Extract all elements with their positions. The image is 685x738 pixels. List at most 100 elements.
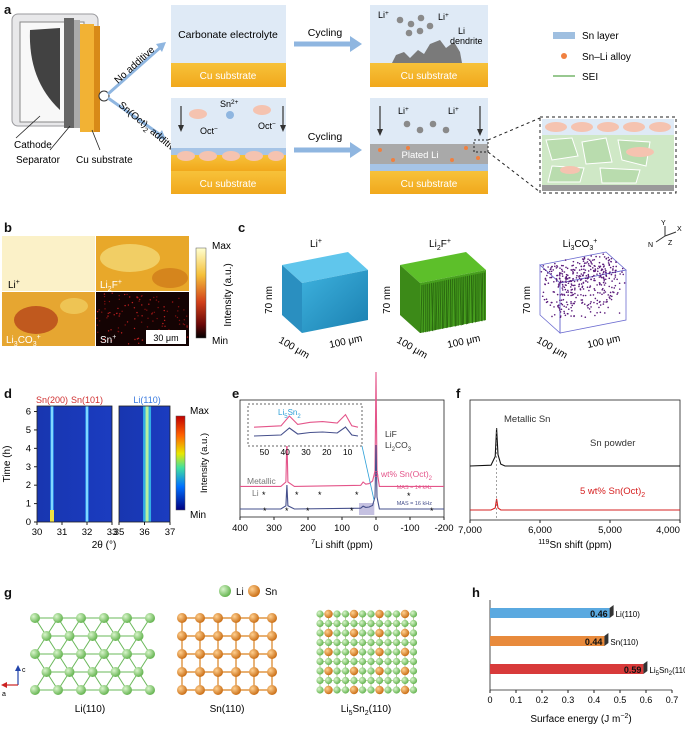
sn-atom <box>267 649 277 659</box>
li-atom <box>342 677 349 684</box>
cycling-label-bottom: Cycling <box>308 131 343 143</box>
sn-atom <box>267 685 277 695</box>
sn-atom <box>177 667 187 677</box>
bar-category-label: Li(110) <box>616 610 641 619</box>
x-tick-label: 200 <box>300 523 316 534</box>
x-tick-label: 0.2 <box>536 695 549 705</box>
li-atom <box>99 649 109 659</box>
x-axis-label: Surface energy (J m−2) <box>530 713 631 725</box>
sideband-marker: * <box>318 490 322 500</box>
sn-atom <box>375 686 383 694</box>
li-atom <box>333 639 340 646</box>
x-tick-label: 0.5 <box>614 695 627 705</box>
li-atom <box>65 667 75 677</box>
cbar-b-max: Max <box>212 241 231 252</box>
sideband-marker: * <box>262 490 266 500</box>
li-atom <box>410 648 417 655</box>
li-atom <box>350 639 357 646</box>
li-atom <box>350 658 357 665</box>
series-label-sn-powder: Sn powder <box>590 438 635 449</box>
bar-cap <box>610 605 614 618</box>
y-tick-label: 2 <box>26 480 31 491</box>
legend-li-atom <box>219 585 231 597</box>
sn-atom <box>249 649 259 659</box>
sn-atom <box>401 648 409 656</box>
inset-region <box>359 503 374 515</box>
inset-tick-label: 40 <box>280 447 290 457</box>
sn-atom <box>249 631 259 641</box>
sn-atom <box>350 686 358 694</box>
li-atom <box>316 648 323 655</box>
cbar-d-label: Intensity (a.u.) <box>199 433 210 493</box>
cbar-d-max: Max <box>190 406 209 417</box>
sideband-marker: * <box>350 506 354 516</box>
mas-label: MAS = 16 kHz <box>397 501 433 507</box>
inset-tick-label: 20 <box>322 447 332 457</box>
sn-atom <box>195 631 205 641</box>
li-atom <box>384 658 391 665</box>
sn-atom <box>375 629 383 637</box>
li-atom <box>359 629 366 636</box>
x-axis-label: 119Sn shift (ppm) <box>538 539 611 551</box>
li-atom <box>367 648 374 655</box>
x-tick-label: 31 <box>57 527 68 538</box>
li-atom <box>376 620 383 627</box>
li-atom <box>359 686 366 693</box>
scale-bar-label: 30 μm <box>153 333 178 343</box>
li-atom <box>316 629 323 636</box>
li-atom <box>325 658 332 665</box>
x-tick-label: 6,000 <box>528 525 552 536</box>
x-tick-label: 30 <box>32 527 43 538</box>
x-tick-label: 0 <box>373 523 378 534</box>
li-atom <box>316 658 323 665</box>
bar <box>490 664 643 674</box>
li-atom <box>316 686 323 693</box>
depth-label-3: 70 nm <box>522 286 533 314</box>
series-label-snoct2: 5 wt% Sn(Oct)2 <box>580 486 645 499</box>
cube-li2f <box>400 252 486 333</box>
li-atom <box>367 620 374 627</box>
lattice-axes: c a <box>1 665 26 698</box>
sn-atom <box>267 667 277 677</box>
svg-text:a: a <box>2 691 6 698</box>
li-atom <box>393 667 400 674</box>
li-atom <box>410 658 417 665</box>
li-atom <box>401 658 408 665</box>
li-atom <box>410 639 417 646</box>
li-atom <box>122 613 132 623</box>
x-tick-label: 7,000 <box>458 525 482 536</box>
li-atom <box>342 686 349 693</box>
sn-atom <box>324 648 332 656</box>
x-tick-label: -200 <box>434 523 453 534</box>
depth-label-1: 70 nm <box>264 286 275 314</box>
sn-atom <box>177 613 187 623</box>
li-atom <box>393 658 400 665</box>
svg-text:Z: Z <box>668 240 673 247</box>
li-dendrite-label: Li <box>458 26 465 36</box>
separator-label: Separator <box>16 155 61 166</box>
li-atom <box>359 658 366 665</box>
li-atom <box>111 631 121 641</box>
cube-title-li2co3: Li3CO3+ <box>563 238 598 252</box>
cube-title-li: Li+ <box>310 238 322 250</box>
legend-sn-layer-swatch <box>553 32 575 39</box>
cube-title-li2f: Li2F+ <box>429 238 451 252</box>
sn-atom <box>195 613 205 623</box>
cbar-d-min: Min <box>190 510 206 521</box>
li-atom <box>145 649 155 659</box>
y-tick-label: 3 <box>26 462 31 473</box>
sideband-marker: * <box>306 506 310 516</box>
battery-illustration <box>12 14 109 132</box>
li-atom <box>88 667 98 677</box>
cu-substrate-label-2: Cu substrate <box>401 71 458 82</box>
sn-atom <box>231 631 241 641</box>
sn-atom <box>231 685 241 695</box>
sideband-marker: * <box>263 506 267 516</box>
sn-atom <box>267 631 277 641</box>
sn-atom <box>231 613 241 623</box>
sn-atom <box>350 610 358 618</box>
structure-label-li5sn2: Li5Sn2(110) <box>341 704 391 717</box>
cube-li <box>282 252 368 333</box>
li-atom <box>76 685 86 695</box>
sn-atom <box>213 613 223 623</box>
